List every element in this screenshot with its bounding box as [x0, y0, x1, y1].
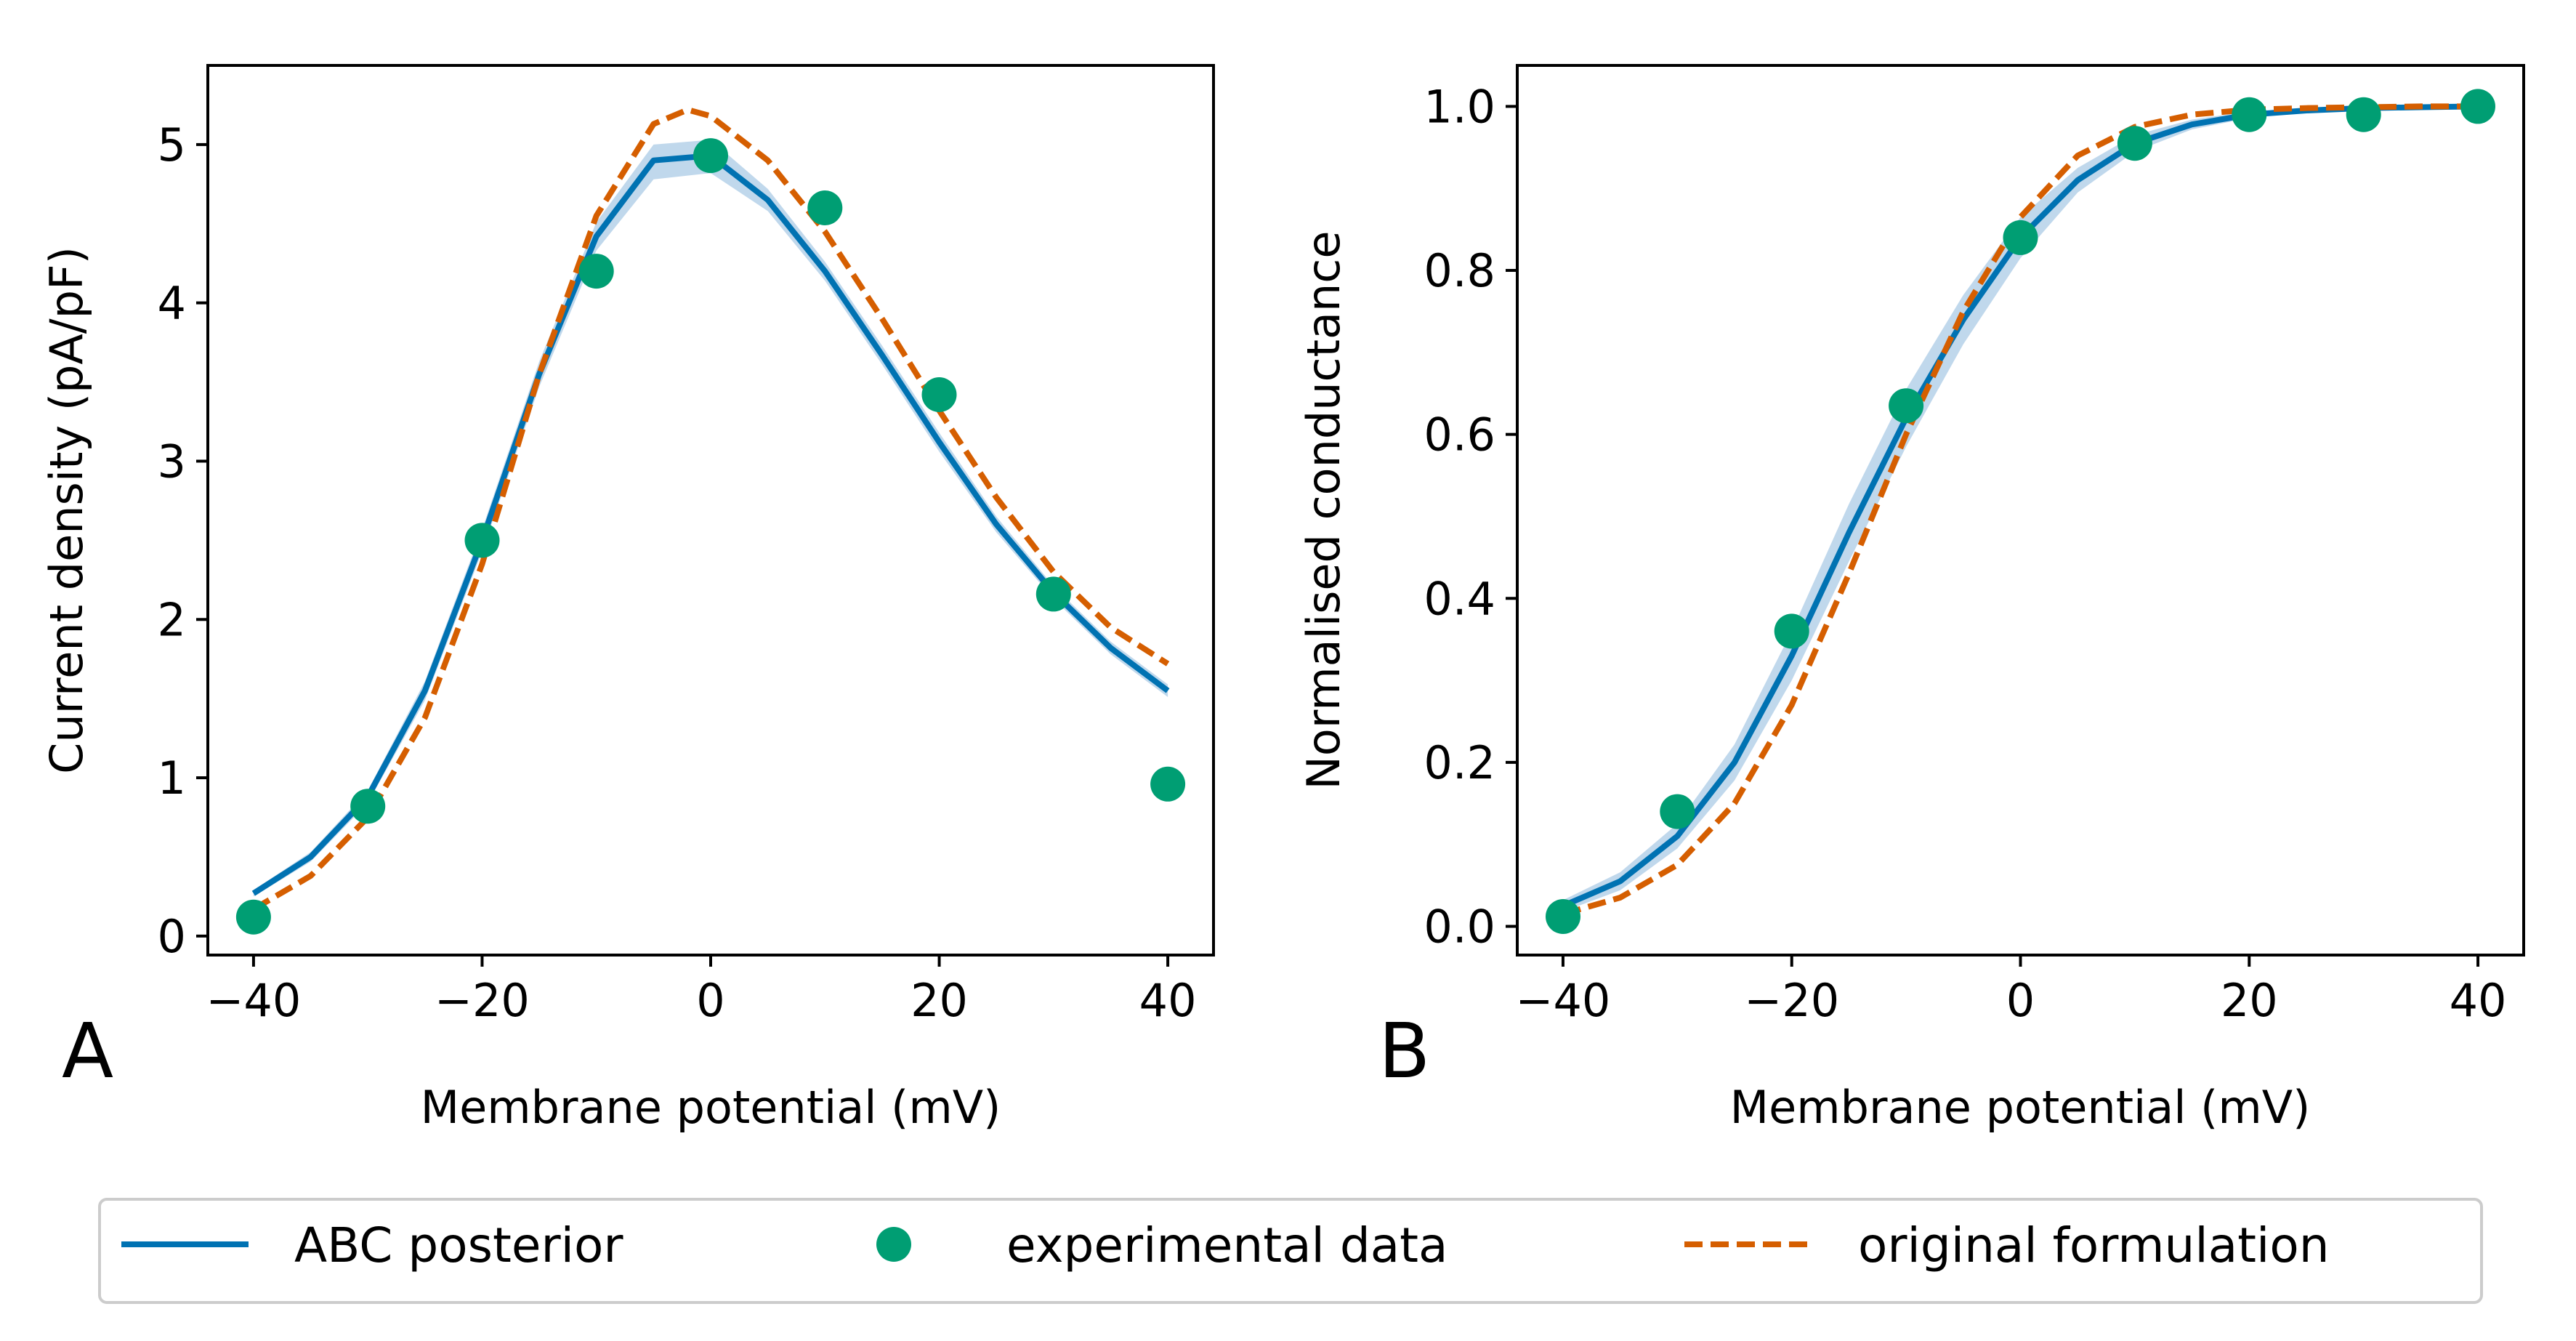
y-tick-label: 0.8: [1424, 244, 1495, 297]
y-tick-label: 4: [158, 277, 186, 330]
x-tick-label: −40: [1516, 974, 1611, 1027]
experimental-points: [235, 138, 1186, 935]
y-tick-label: 1.0: [1424, 80, 1495, 133]
experimental-data-point: [235, 899, 271, 935]
y-tick-label: 0.2: [1424, 736, 1495, 789]
y-axis-ticks: 0.0 0.2 0.4 0.6 0.8 1.0: [1424, 80, 1517, 954]
experimental-data-point: [1035, 576, 1071, 612]
experimental-data-point: [2346, 97, 2381, 132]
experimental-data-point: [464, 523, 500, 558]
y-axis-label: Normalised conductance: [1297, 231, 1350, 790]
experimental-data-point: [693, 138, 728, 174]
experimental-data-point: [350, 789, 386, 824]
x-tick-label: 20: [911, 974, 968, 1027]
panel-b-chart: −40 −20 0 20 40 0.0 0.2 0.4 0.6 0.8 1.0 Membrane …: [1297, 64, 2525, 1134]
experimental-data-point: [2003, 220, 2038, 255]
y-axis-ticks: 0 1 2 3 4 5: [158, 118, 208, 963]
legend-label-abc-posterior: ABC posterior: [294, 1217, 623, 1273]
chart-lines: [251, 107, 1170, 912]
x-tick-label: 40: [2450, 974, 2507, 1027]
legend-label-experimental-data: experimental data: [1006, 1217, 1448, 1273]
y-tick-label: 1: [158, 752, 186, 805]
experimental-data-point: [807, 190, 843, 225]
x-axis-label: Membrane potential (mV): [421, 1081, 1001, 1134]
panel-letter-b: B: [1378, 1007, 1430, 1095]
x-tick-label: 40: [1139, 974, 1197, 1027]
panel-a-chart: −40 −20 0 20 40 0 1 2 3 4 5 Membrane potential (m…: [40, 64, 1215, 1134]
experimental-data-point: [2232, 97, 2267, 132]
experimental-data-point: [1546, 899, 1580, 934]
x-axis-label: Membrane potential (mV): [1730, 1081, 2311, 1134]
y-tick-label: 2: [158, 593, 186, 646]
y-tick-label: 0.0: [1424, 901, 1495, 954]
x-tick-label: −20: [435, 974, 530, 1027]
y-axis-label: Current density (pA/pF): [40, 246, 93, 774]
experimental-data-point: [1150, 766, 1186, 802]
legend-swatch-experimental-data: [876, 1227, 911, 1262]
y-tick-label: 0.4: [1424, 572, 1495, 625]
legend-box: [98, 1198, 2483, 1304]
x-tick-label: −20: [1744, 974, 1839, 1027]
experimental-data-point: [921, 377, 957, 412]
original-formulation-line: [251, 107, 1170, 912]
x-tick-label: 20: [2221, 974, 2278, 1027]
experimental-data-point: [2117, 126, 2152, 161]
plot-frame: [206, 64, 1215, 957]
legend-label-original-formulation: original formulation: [1858, 1217, 2330, 1273]
x-axis-ticks: −40 −20 0 20 40: [206, 955, 1197, 1027]
y-tick-label: 3: [158, 435, 186, 488]
experimental-points: [1546, 89, 2495, 934]
y-tick-label: 0.6: [1424, 408, 1495, 462]
x-axis-ticks: −40 −20 0 20 40: [1516, 955, 2507, 1027]
experimental-data-point: [1660, 794, 1695, 829]
legend: ABC posterior experimental data original…: [98, 1198, 2483, 1304]
experimental-data-point: [1774, 613, 1809, 649]
x-tick-label: 0: [2006, 974, 2035, 1027]
x-tick-label: −40: [206, 974, 301, 1027]
panel-letter-a: A: [62, 1007, 113, 1095]
experimental-data-point: [578, 254, 614, 289]
experimental-data-point: [1889, 388, 1924, 424]
y-tick-label: 0: [158, 910, 186, 963]
experimental-data-point: [2460, 89, 2495, 124]
x-tick-label: 0: [696, 974, 724, 1027]
y-tick-label: 5: [158, 118, 186, 172]
